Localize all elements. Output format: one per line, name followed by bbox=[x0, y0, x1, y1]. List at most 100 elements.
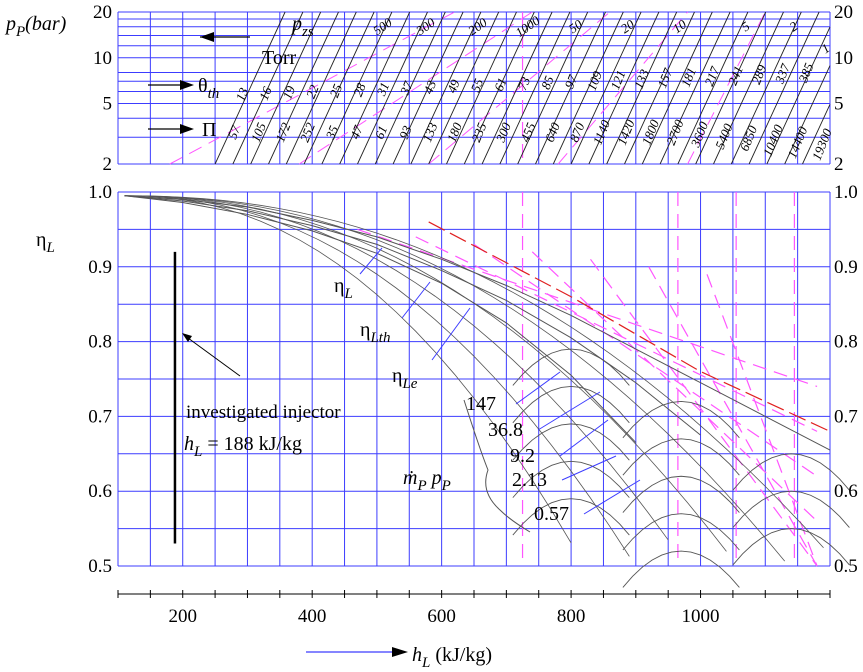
pzs-value: 500 bbox=[370, 14, 395, 38]
dashed-ref-top bbox=[169, 11, 455, 165]
flow-value-label: 9.2 bbox=[510, 445, 535, 467]
series-leader-line bbox=[431, 307, 471, 361]
iso-line bbox=[357, 11, 428, 165]
flow-arc bbox=[732, 528, 850, 566]
pi-value: 2700 bbox=[663, 117, 687, 147]
iso-line bbox=[730, 11, 802, 165]
theta-value: 97 bbox=[561, 72, 580, 90]
iso-line bbox=[481, 11, 553, 165]
pzs-value: 200 bbox=[465, 14, 490, 38]
y-tick-label-left: 0.5 bbox=[88, 556, 112, 577]
y-tick-label-left: 0.9 bbox=[88, 257, 112, 278]
pi-value: 455 bbox=[517, 120, 538, 144]
theta-value: 31 bbox=[373, 80, 392, 99]
flow-leader-line bbox=[583, 479, 641, 515]
p-tick-label-right: 20 bbox=[834, 2, 853, 23]
y-tick-label-right: 0.5 bbox=[834, 556, 858, 577]
iso-line bbox=[624, 11, 695, 165]
pi-value: 6850 bbox=[737, 123, 761, 153]
pi-value: 61 bbox=[371, 123, 390, 141]
eta-lth-label: ηLth bbox=[360, 319, 390, 346]
family-curve bbox=[124, 195, 824, 548]
theta-value: 25 bbox=[326, 81, 345, 99]
flow-arc bbox=[622, 438, 740, 476]
iso-line bbox=[570, 11, 642, 165]
y-tick-label-left: 0.6 bbox=[88, 481, 112, 502]
injector-leader-head bbox=[182, 333, 192, 342]
tick-labels: 200 400 600 800 1000 0.5 0.5 0.6 0.6 0.7 0.7 0.8 0.8… bbox=[88, 2, 858, 627]
flow-value-label: 36.8 bbox=[488, 419, 523, 441]
theta-value: 49 bbox=[444, 77, 463, 95]
y-tick-label-right: 0.9 bbox=[834, 257, 858, 278]
flow-leader-line bbox=[515, 371, 561, 405]
injector-caption-line2: hL = 188 kJ/kg bbox=[184, 433, 302, 460]
iso-line bbox=[748, 11, 820, 165]
dashed-ref-diagonal bbox=[706, 274, 818, 567]
iso-line bbox=[339, 11, 411, 165]
efficiency-series bbox=[124, 195, 831, 562]
iso-line bbox=[428, 11, 500, 165]
dashed-ref-top bbox=[557, 11, 688, 165]
iso-line bbox=[250, 11, 322, 165]
flow-leader-line bbox=[559, 419, 609, 457]
y-tick-label-left: 0.8 bbox=[88, 332, 112, 353]
dashed-ref-top bbox=[428, 11, 611, 165]
injector-caption-line1: investigated injector bbox=[186, 402, 341, 423]
theta-value: 157 bbox=[654, 66, 675, 90]
flow-arc bbox=[512, 460, 630, 498]
pi-value: 1140 bbox=[590, 117, 613, 146]
iso-line bbox=[606, 11, 678, 165]
pi-label: Π bbox=[202, 119, 216, 141]
iso-line bbox=[695, 11, 767, 165]
y-tick-label-right: 1.0 bbox=[834, 182, 858, 203]
pi-value: 133 bbox=[419, 120, 440, 144]
iso-line bbox=[499, 11, 571, 165]
theta-label: θth bbox=[198, 75, 219, 102]
iso-line bbox=[641, 11, 713, 165]
x-tick-label: 600 bbox=[427, 606, 456, 627]
iso-line bbox=[588, 11, 660, 165]
p-tick-label-left: 2 bbox=[103, 154, 113, 175]
theta-value: 73 bbox=[514, 74, 533, 92]
pi-value: 172 bbox=[272, 120, 293, 144]
x-tick-label: 1000 bbox=[682, 606, 720, 627]
iso-line bbox=[535, 11, 606, 165]
pzs-label: pzs bbox=[290, 13, 314, 40]
dashed-ref-diagonal bbox=[648, 266, 818, 567]
theta-value: 133 bbox=[631, 67, 652, 91]
flow-curves bbox=[512, 348, 850, 588]
pi-value: 105 bbox=[248, 120, 269, 144]
iso-line bbox=[517, 11, 589, 165]
iso-line bbox=[285, 11, 357, 165]
pi-value: 252 bbox=[297, 120, 318, 144]
iso-line bbox=[232, 11, 304, 165]
theta-value: 43 bbox=[420, 78, 439, 96]
theta-value: 28 bbox=[350, 81, 369, 99]
magenta-reference-lines bbox=[169, 11, 831, 567]
iso-line bbox=[784, 65, 831, 165]
flow-leader-line bbox=[537, 391, 601, 431]
dashed-ref-top bbox=[298, 11, 533, 165]
pi-value: 300 bbox=[492, 120, 514, 145]
theta-value: 85 bbox=[538, 73, 557, 91]
flow-brace bbox=[463, 399, 531, 533]
iso-line bbox=[677, 11, 749, 165]
flow-value-label: 147 bbox=[466, 393, 496, 415]
pi-value: 19300 bbox=[809, 126, 835, 162]
dashed-ref-diagonal bbox=[473, 243, 818, 477]
iso-line bbox=[659, 11, 731, 165]
p-tick-label-right: 2 bbox=[834, 154, 844, 175]
p-tick-label-left: 10 bbox=[93, 48, 112, 69]
x-tick-label: 400 bbox=[298, 606, 327, 627]
y-tick-label-left: 1.0 bbox=[88, 182, 112, 203]
pi-value: 235 bbox=[468, 120, 489, 144]
flow-value-label: 2.13 bbox=[512, 469, 547, 491]
iso-line bbox=[766, 26, 831, 165]
theta-value: 37 bbox=[397, 79, 416, 98]
pi-value: 35 bbox=[322, 123, 341, 142]
y-tick-label-right: 0.8 bbox=[834, 332, 858, 353]
flow-arc bbox=[622, 475, 740, 513]
pi-value: 93 bbox=[396, 123, 415, 141]
flow-arc bbox=[622, 513, 740, 551]
